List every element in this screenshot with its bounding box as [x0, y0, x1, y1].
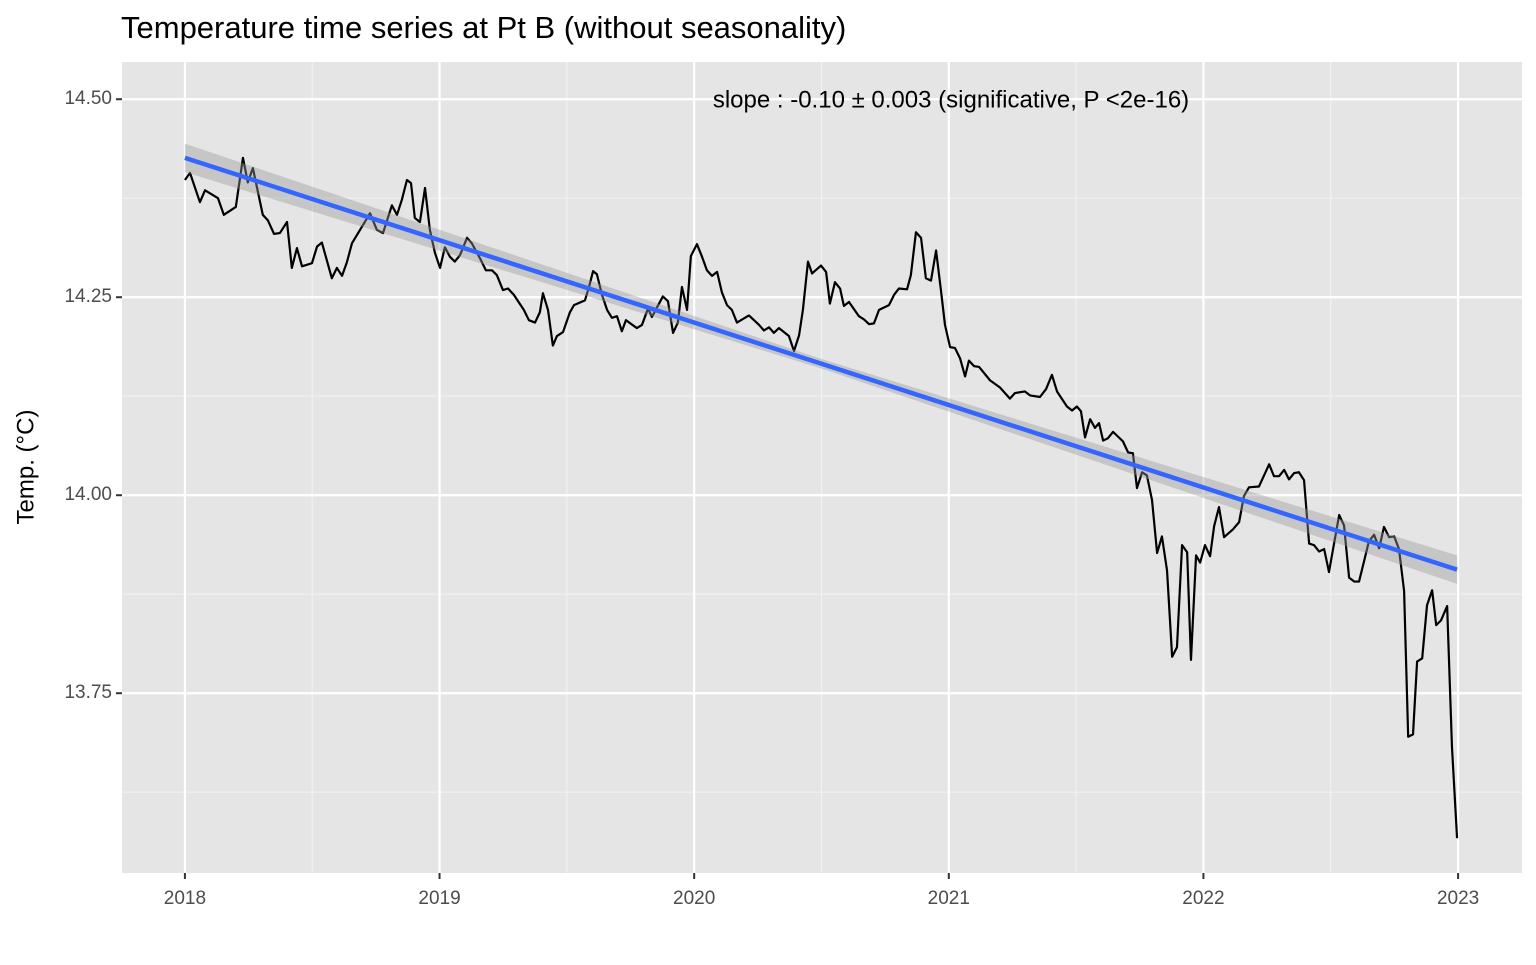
- y-tick-label: 14.00: [64, 484, 112, 505]
- y-tick-label: 14.50: [64, 88, 112, 109]
- axes: 14.50 14.25 14.00 13.75 2018 2019 2020 2021 2022…: [64, 88, 1479, 909]
- x-tick-label: 2022: [1182, 888, 1224, 909]
- y-axis-title: Temp. (°C): [12, 410, 39, 525]
- x-tick-label: 2020: [673, 888, 715, 909]
- y-tick-label: 13.75: [64, 682, 112, 703]
- y-tick-label: 14.25: [64, 286, 112, 307]
- trend-line: [184, 155, 1458, 572]
- chart-title: Temperature time series at Pt B (without…: [121, 10, 846, 45]
- annotation: slope : -0.10 ± 0.003 (significative, P …: [713, 86, 1189, 113]
- x-tick-label: 2021: [928, 888, 970, 909]
- grid: [122, 62, 1522, 873]
- x-tick-label: 2019: [418, 888, 460, 909]
- marks: slope : -0.10 ± 0.003 (significative, P …: [184, 86, 1459, 839]
- x-tick-label: 2018: [164, 888, 206, 909]
- x-tick-label: 2023: [1437, 888, 1479, 909]
